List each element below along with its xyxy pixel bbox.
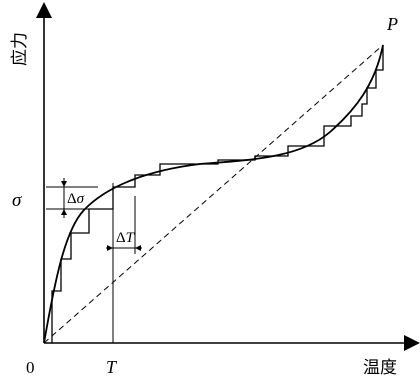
delta-t-label: ΔT bbox=[116, 230, 136, 246]
point-p-label: P bbox=[386, 14, 398, 34]
x-axis-label: 温度 bbox=[363, 358, 397, 377]
delta-sigma-arrow-bottom bbox=[61, 209, 67, 215]
sigma-tick-label: σ bbox=[12, 190, 22, 211]
y-axis-label: 应力 bbox=[10, 32, 29, 66]
delta-t-arrow-left bbox=[107, 245, 113, 251]
delta-sigma-arrow-top bbox=[61, 181, 67, 187]
origin-label: 0 bbox=[26, 358, 35, 377]
step-curve bbox=[51, 45, 384, 343]
dashed-diagonal bbox=[43, 44, 384, 344]
t-tick-label: T bbox=[106, 357, 118, 377]
delta-sigma-label: Δσ bbox=[67, 191, 85, 207]
delta-t-arrow-right bbox=[135, 245, 141, 251]
